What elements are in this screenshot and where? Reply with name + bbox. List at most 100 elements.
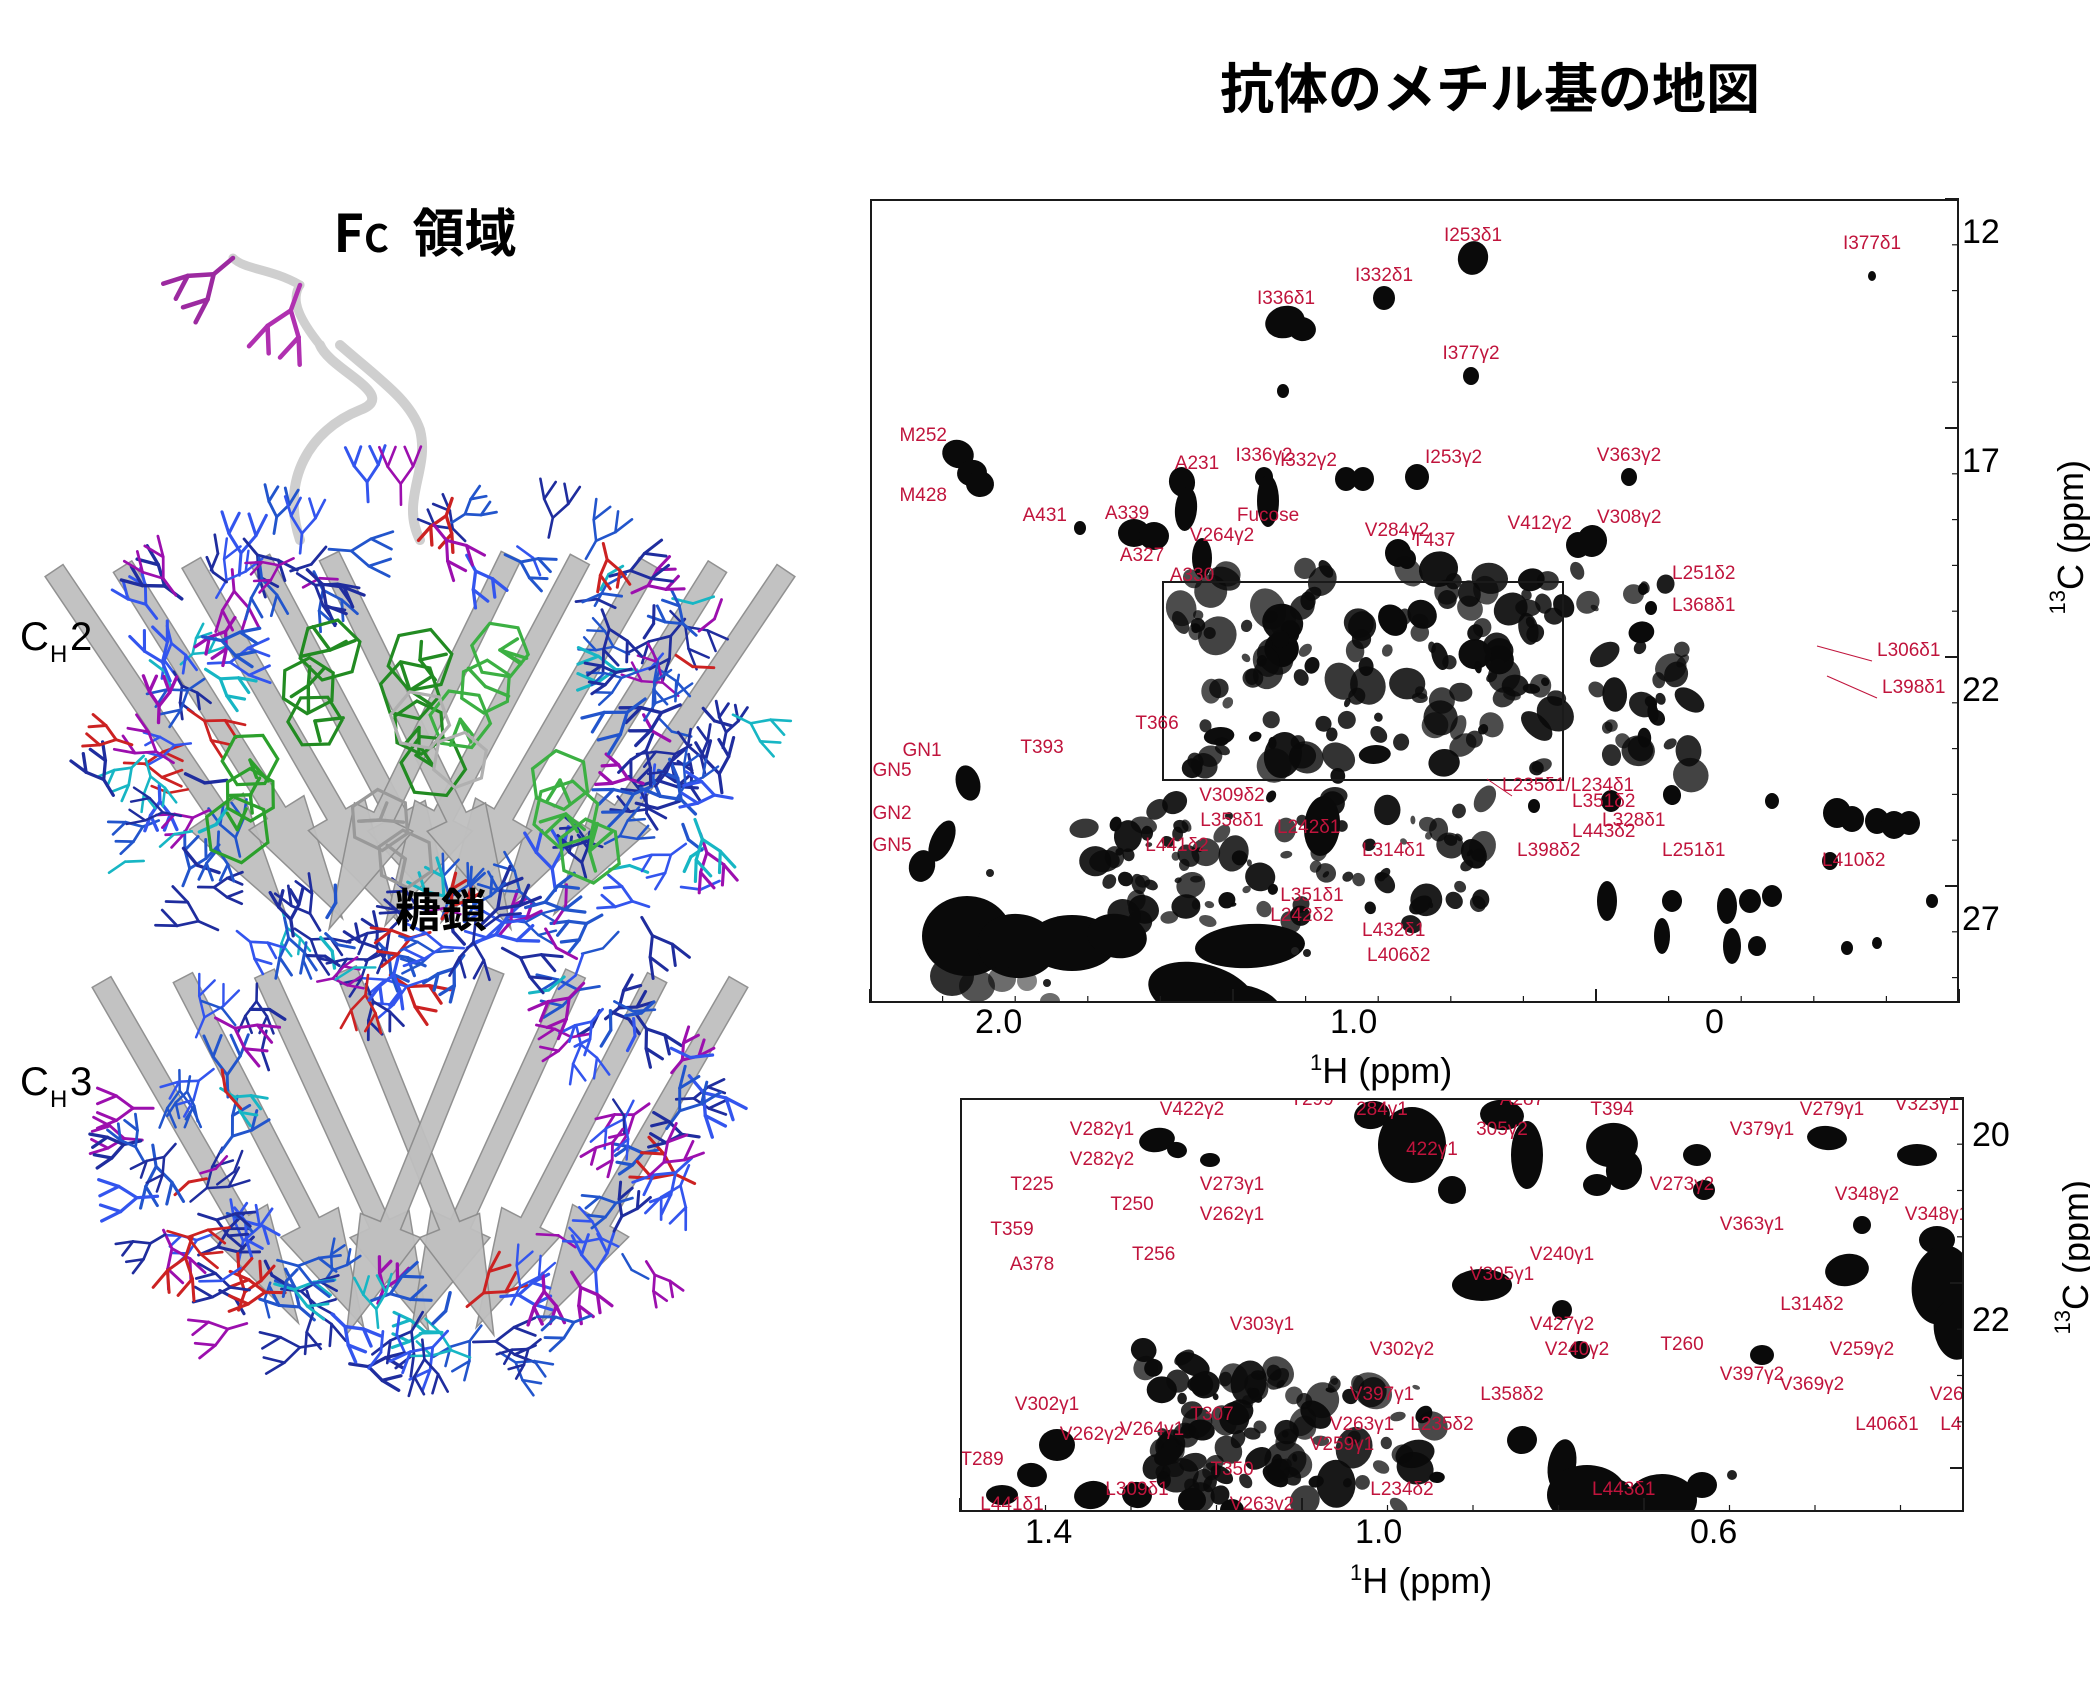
svg-text:V397γ1: V397γ1 (1350, 1384, 1414, 1405)
svg-text:L242δ1: L242δ1 (1277, 817, 1340, 838)
svg-text:T225: T225 (1010, 1174, 1053, 1195)
svg-text:V323γ1: V323γ1 (1895, 1100, 1959, 1115)
svg-text:V422γ2: V422γ2 (1160, 1100, 1224, 1120)
svg-text:L242δ2: L242δ2 (1270, 905, 1333, 926)
svg-text:T307: T307 (1190, 1404, 1233, 1425)
svg-text:V262γ1: V262γ1 (1200, 1204, 1264, 1225)
svg-text:M428: M428 (899, 485, 947, 506)
svg-text:A327: A327 (1120, 545, 1164, 566)
svg-text:L441δ1: L441δ1 (980, 1494, 1043, 1510)
svg-text:H: H (50, 641, 67, 668)
svg-text:V273γ2: V273γ2 (1650, 1174, 1714, 1195)
svg-text:A431: A431 (1023, 505, 1067, 526)
svg-text:L410δ1: L410δ1 (1940, 1414, 1962, 1435)
svg-text:I336δ1: I336δ1 (1257, 288, 1315, 309)
svg-text:T289: T289 (962, 1449, 1004, 1470)
svg-text:L351δ1: L351δ1 (1280, 885, 1343, 906)
svg-text:V397γ2: V397γ2 (1720, 1364, 1784, 1385)
svg-text:422γ1: 422γ1 (1406, 1139, 1458, 1160)
svg-text:T359: T359 (990, 1219, 1033, 1240)
svg-text:V264γ2: V264γ2 (1190, 525, 1254, 546)
svg-text:T437: T437 (1412, 530, 1455, 551)
svg-text:V302γ2: V302γ2 (1370, 1339, 1434, 1360)
svg-text:C: C (20, 615, 49, 659)
svg-text:V363γ1: V363γ1 (1720, 1214, 1784, 1235)
svg-text:I377γ2: I377γ2 (1442, 343, 1499, 364)
svg-text:A231: A231 (1175, 453, 1219, 474)
svg-text:284γ1: 284γ1 (1356, 1100, 1408, 1120)
svg-text:L314δ1: L314δ1 (1362, 840, 1425, 861)
svg-text:L358δ1: L358δ1 (1200, 810, 1263, 831)
svg-text:L398δ2: L398δ2 (1517, 840, 1580, 861)
svg-text:V348γ1: V348γ1 (1905, 1204, 1962, 1225)
svg-text:V305γ1: V305γ1 (1470, 1264, 1534, 1285)
svg-text:I377δ1: I377δ1 (1843, 233, 1901, 254)
svg-text:L368δ1: L368δ1 (1672, 595, 1735, 616)
svg-text:A287: A287 (1500, 1100, 1544, 1110)
svg-text:T299: T299 (1290, 1100, 1333, 1110)
svg-text:V266γ1: V266γ1 (1930, 1384, 1962, 1405)
svg-text:V262γ2: V262γ2 (1060, 1424, 1124, 1445)
svg-text:A378: A378 (1010, 1254, 1054, 1275)
svg-text:V308γ2: V308γ2 (1597, 507, 1661, 528)
svg-text:T350: T350 (1210, 1459, 1253, 1480)
svg-text:C: C (20, 1060, 49, 1104)
svg-text:L441δ2: L441δ2 (1145, 835, 1208, 856)
svg-text:GN5: GN5 (872, 760, 911, 781)
svg-text:M252: M252 (899, 425, 947, 446)
svg-text:GN5: GN5 (872, 835, 911, 856)
svg-text:L358δ2: L358δ2 (1480, 1384, 1543, 1405)
svg-text:L443δ2: L443δ2 (1572, 821, 1635, 842)
svg-text:V282γ1: V282γ1 (1070, 1119, 1134, 1140)
svg-text:V427γ2: V427γ2 (1530, 1314, 1594, 1335)
svg-text:L314δ2: L314δ2 (1780, 1294, 1843, 1315)
svg-text:V264γ1: V264γ1 (1120, 1419, 1184, 1440)
svg-text:V282γ2: V282γ2 (1070, 1149, 1134, 1170)
svg-text:T256: T256 (1132, 1244, 1175, 1265)
svg-text:V263γ2: V263γ2 (1230, 1494, 1294, 1510)
svg-text:V369γ2: V369γ2 (1780, 1374, 1844, 1395)
svg-text:I253δ1: I253δ1 (1444, 225, 1502, 246)
svg-text:L234δ2: L234δ2 (1370, 1479, 1433, 1500)
svg-text:I253γ2: I253γ2 (1425, 447, 1482, 468)
svg-text:L443δ1: L443δ1 (1592, 1479, 1655, 1500)
svg-text:2: 2 (70, 615, 92, 659)
svg-text:A339: A339 (1105, 503, 1149, 524)
svg-text:I332γ2: I332γ2 (1280, 450, 1337, 471)
svg-text:GN2: GN2 (872, 803, 911, 824)
svg-text:V303γ1: V303γ1 (1230, 1314, 1294, 1335)
svg-text:L251δ2: L251δ2 (1672, 563, 1735, 584)
svg-text:V363γ2: V363γ2 (1597, 445, 1661, 466)
svg-text:V263γ1: V263γ1 (1330, 1414, 1394, 1435)
svg-text:L309δ1: L309δ1 (1105, 1479, 1168, 1500)
svg-text:V273γ1: V273γ1 (1200, 1174, 1264, 1195)
svg-text:L432δ1: L432δ1 (1362, 920, 1425, 941)
svg-text:L406δ2: L406δ2 (1367, 945, 1430, 966)
svg-text:V309δ2: V309δ2 (1199, 785, 1265, 806)
svg-text:L251δ1: L251δ1 (1662, 840, 1725, 861)
svg-text:V279γ1: V279γ1 (1800, 1100, 1864, 1120)
svg-text:V240γ2: V240γ2 (1545, 1339, 1609, 1360)
svg-text:L306δ1: L306δ1 (1877, 640, 1940, 661)
svg-text:T394: T394 (1590, 1100, 1634, 1120)
svg-text:3: 3 (70, 1060, 92, 1104)
svg-text:T366: T366 (1135, 713, 1178, 734)
svg-text:T393: T393 (1020, 737, 1063, 758)
svg-text:L398δ1: L398δ1 (1882, 677, 1945, 698)
svg-text:V412γ2: V412γ2 (1508, 513, 1572, 534)
svg-text:V240γ1: V240γ1 (1530, 1244, 1594, 1265)
svg-text:V348γ2: V348γ2 (1835, 1184, 1899, 1205)
svg-text:L351δ2: L351δ2 (1572, 791, 1635, 812)
svg-text:A330: A330 (1170, 565, 1214, 586)
svg-text:T260: T260 (1660, 1334, 1703, 1355)
svg-text:V259γ2: V259γ2 (1830, 1339, 1894, 1360)
svg-text:V379γ1: V379γ1 (1730, 1119, 1794, 1140)
svg-text:H: H (50, 1086, 67, 1113)
svg-text:V259γ1: V259γ1 (1310, 1434, 1374, 1455)
svg-text:T250: T250 (1110, 1194, 1153, 1215)
svg-text:305γ2: 305γ2 (1476, 1119, 1528, 1140)
svg-text:L235δ2: L235δ2 (1410, 1414, 1473, 1435)
svg-text:I332δ1: I332δ1 (1355, 265, 1413, 286)
svg-text:L406δ1: L406δ1 (1855, 1414, 1918, 1435)
svg-text:GN1: GN1 (902, 740, 941, 761)
